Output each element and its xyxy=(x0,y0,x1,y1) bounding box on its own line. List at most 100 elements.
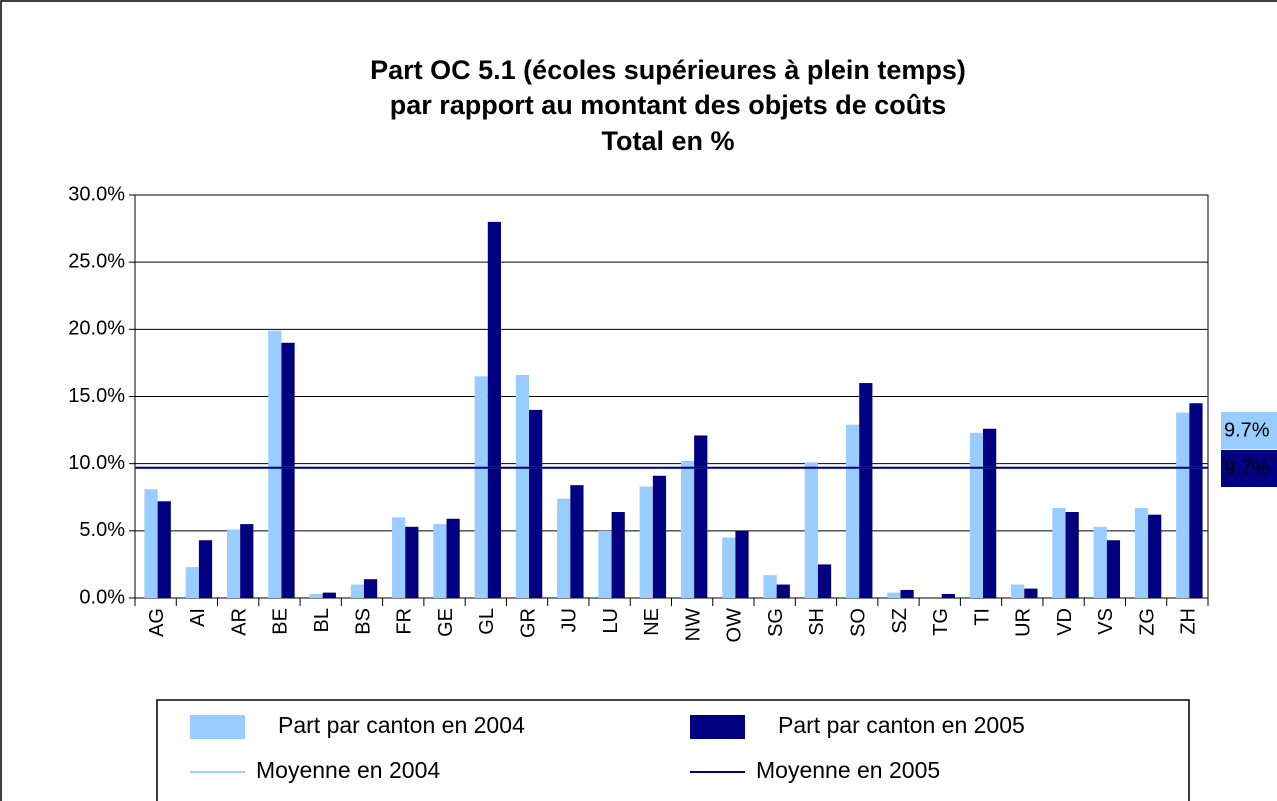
bar xyxy=(639,486,653,598)
x-tick-label: OW xyxy=(724,608,746,643)
bar xyxy=(846,424,860,598)
bar xyxy=(433,524,447,598)
bar xyxy=(983,428,997,598)
x-tick-label: BS xyxy=(352,608,374,635)
bar xyxy=(487,221,501,598)
bar xyxy=(1093,526,1107,598)
bar xyxy=(557,498,571,598)
bar xyxy=(1176,412,1190,598)
bar xyxy=(529,409,543,598)
x-tick-label: BL xyxy=(311,608,333,632)
x-tick-label: AR xyxy=(228,608,250,636)
bar xyxy=(1052,507,1066,598)
x-tick-label: AI xyxy=(187,608,209,627)
bar xyxy=(198,540,213,598)
legend-label: Part par canton en 2005 xyxy=(778,712,1025,738)
bar xyxy=(1106,540,1121,598)
bar xyxy=(226,529,241,598)
mean-label-box xyxy=(1221,412,1277,449)
bar xyxy=(1065,512,1079,598)
bar xyxy=(776,584,790,598)
legend xyxy=(156,699,1190,801)
y-tick-label: 15.0% xyxy=(68,385,125,407)
bar xyxy=(859,383,873,598)
bar xyxy=(185,567,199,598)
bar xyxy=(969,432,984,598)
mean-label: 9.7% xyxy=(1224,457,1270,479)
bar xyxy=(722,537,736,598)
bar xyxy=(1024,588,1038,598)
bar xyxy=(652,475,667,598)
chart-title: Part OC 5.1 (écoles supérieures à plein … xyxy=(370,55,966,85)
bar xyxy=(405,526,419,598)
x-tick-label: JU xyxy=(559,608,581,632)
bar xyxy=(281,342,295,598)
legend-swatch xyxy=(190,715,245,739)
y-tick-label: 30.0% xyxy=(68,183,125,205)
legend-label: Moyenne en 2005 xyxy=(756,757,940,783)
x-tick-label: SO xyxy=(847,608,869,637)
bar xyxy=(598,530,612,598)
x-tick-label: NE xyxy=(641,608,663,636)
y-tick-label: 0.0% xyxy=(79,586,125,608)
x-tick-label: TI xyxy=(971,608,993,626)
bar xyxy=(1189,403,1203,598)
x-tick-label: GL xyxy=(476,608,498,635)
x-tick-label: ZH xyxy=(1178,608,1200,635)
x-tick-label: GR xyxy=(517,608,539,638)
bar xyxy=(350,584,364,598)
bar xyxy=(1011,584,1025,598)
y-tick-label: 20.0% xyxy=(68,318,125,340)
x-tick-label: SZ xyxy=(889,608,911,634)
bar xyxy=(474,376,488,598)
legend-label: Moyenne en 2004 xyxy=(256,757,440,783)
bar xyxy=(735,530,749,598)
x-tick-label: LU xyxy=(600,608,622,634)
x-tick-label: NW xyxy=(682,608,704,641)
bar xyxy=(570,485,584,598)
x-tick-label: VD xyxy=(1054,608,1076,636)
chart-title: Total en % xyxy=(601,126,734,156)
bar xyxy=(157,501,171,598)
bar xyxy=(611,512,625,598)
legend-label: Part par canton en 2004 xyxy=(278,712,525,738)
x-tick-label: BE xyxy=(270,608,292,635)
bar xyxy=(804,462,818,598)
legend-swatch xyxy=(690,715,745,739)
bar xyxy=(900,589,914,598)
bar xyxy=(392,517,406,598)
x-tick-label: VS xyxy=(1095,608,1117,635)
x-tick-label: TG xyxy=(930,608,952,636)
bar xyxy=(240,524,254,598)
y-tick-label: 5.0% xyxy=(79,519,125,541)
bar xyxy=(941,593,955,598)
x-tick-label: UR xyxy=(1013,608,1035,637)
bar xyxy=(322,592,336,598)
x-tick-label: SG xyxy=(765,608,787,637)
bar xyxy=(446,518,460,598)
bar xyxy=(1148,514,1162,598)
bar xyxy=(763,575,777,598)
x-tick-label: ZG xyxy=(1136,608,1158,636)
mean-label: 9.7% xyxy=(1224,419,1270,441)
y-tick-label: 25.0% xyxy=(68,250,125,272)
bar xyxy=(144,489,158,598)
chart-title: par rapport au montant des objets de coû… xyxy=(390,90,947,120)
x-tick-label: AG xyxy=(146,608,168,637)
bar xyxy=(309,593,323,598)
bar xyxy=(363,579,378,598)
y-tick-label: 10.0% xyxy=(68,452,125,474)
bar xyxy=(1134,507,1149,598)
x-tick-label: SH xyxy=(806,608,828,636)
bar xyxy=(694,435,708,598)
bar xyxy=(887,592,901,598)
bar xyxy=(817,564,832,598)
bar xyxy=(515,375,530,598)
x-tick-label: GE xyxy=(435,608,457,637)
mean-label-box xyxy=(1221,450,1277,487)
x-tick-label: FR xyxy=(394,608,416,635)
bar xyxy=(680,460,695,598)
bar xyxy=(268,330,282,598)
